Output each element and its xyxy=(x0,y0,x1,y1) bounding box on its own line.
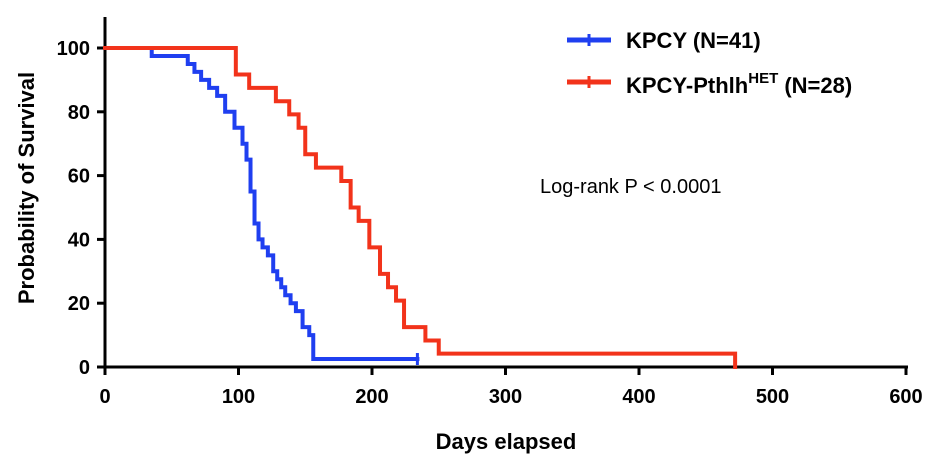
y-tick-label-0: 0 xyxy=(79,357,90,379)
y-tick-label-80: 80 xyxy=(68,102,90,124)
x-tick-label-0: 0 xyxy=(99,386,110,408)
y-tick-label-60: 60 xyxy=(68,166,90,188)
x-tick-label-500: 500 xyxy=(756,386,789,408)
y-tick-label-40: 40 xyxy=(68,229,90,251)
axis-ticks: 0 100 200 300 400 500 600 0 20 40 60 80 100 xyxy=(57,38,923,408)
legend-label-kpcy-pthlh-main: KPCY-Pthlh xyxy=(626,73,748,98)
x-tick-label-100: 100 xyxy=(222,386,255,408)
legend-label-kpcy: KPCY (N=41) xyxy=(626,28,761,53)
x-tick-label-600: 600 xyxy=(889,386,922,408)
log-rank-annotation: Log-rank P < 0.0001 xyxy=(540,176,721,198)
x-tick-label-200: 200 xyxy=(355,386,388,408)
series-layer xyxy=(103,46,738,369)
series-line-kpcy xyxy=(103,46,420,362)
legend-label-kpcy-pthlh-tail: (N=28) xyxy=(778,73,852,98)
x-tick-label-400: 400 xyxy=(622,386,655,408)
y-tick-label-100: 100 xyxy=(57,38,90,60)
y-axis-title: Probability of Survival xyxy=(14,72,39,304)
legend: KPCY (N=41) KPCY-PthlhHET (N=28) xyxy=(567,28,852,98)
legend-label-kpcy-pthlh: KPCY-PthlhHET (N=28) xyxy=(626,70,852,98)
x-tick-label-300: 300 xyxy=(489,386,522,408)
legend-label-kpcy-pthlh-sup: HET xyxy=(748,70,778,87)
x-axis-title: Days elapsed xyxy=(436,429,577,454)
y-tick-label-20: 20 xyxy=(68,293,90,315)
series-line-kpcy-pthlh xyxy=(103,46,738,369)
